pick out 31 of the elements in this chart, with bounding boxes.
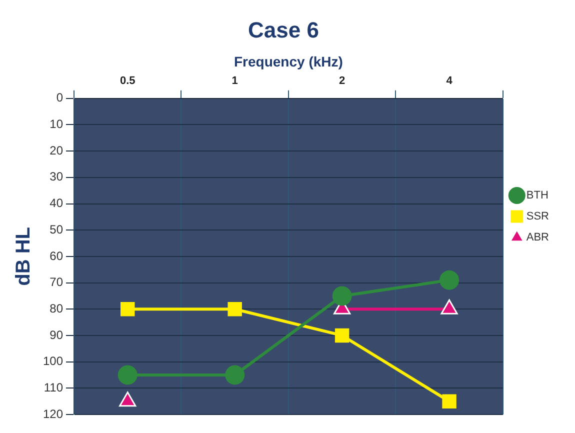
- y-tick-label: 30: [50, 170, 64, 184]
- y-tick-label: 120: [42, 406, 64, 421]
- x-tick-label: 1: [232, 74, 238, 87]
- y-tick-label: 10: [50, 117, 64, 132]
- x-tick-label: 4: [446, 74, 454, 87]
- y-tick-label: 110: [44, 380, 64, 394]
- y-tick-label: 80: [50, 301, 64, 316]
- x-tick-label: 2: [338, 74, 346, 87]
- y-tick-label: 40: [50, 196, 64, 210]
- point: [118, 365, 138, 385]
- point: [442, 394, 456, 408]
- x-tick-label: 0.5: [120, 74, 136, 87]
- legend-label: ABR: [526, 232, 550, 244]
- y-tick-label: 20: [50, 143, 64, 158]
- chart-title: Case 6: [248, 17, 319, 42]
- point: [228, 302, 242, 316]
- y-axis-title: dB HL: [12, 227, 35, 286]
- y-tick-label: 70: [50, 275, 64, 290]
- y-tick-label: 90: [50, 328, 64, 342]
- point: [225, 365, 245, 385]
- legend-label: BTH: [526, 190, 548, 202]
- point: [120, 302, 135, 316]
- point: [334, 328, 350, 343]
- y-tick-label: 100: [42, 354, 64, 368]
- legend-label: SSR: [526, 210, 550, 223]
- point: [440, 270, 460, 290]
- point: [332, 286, 352, 306]
- y-tick-label: 50: [50, 222, 64, 236]
- y-tick-label: 0: [56, 90, 64, 105]
- x-axis-title: Frequency (kHz): [234, 54, 343, 70]
- y-tick-label: 60: [50, 248, 64, 263]
